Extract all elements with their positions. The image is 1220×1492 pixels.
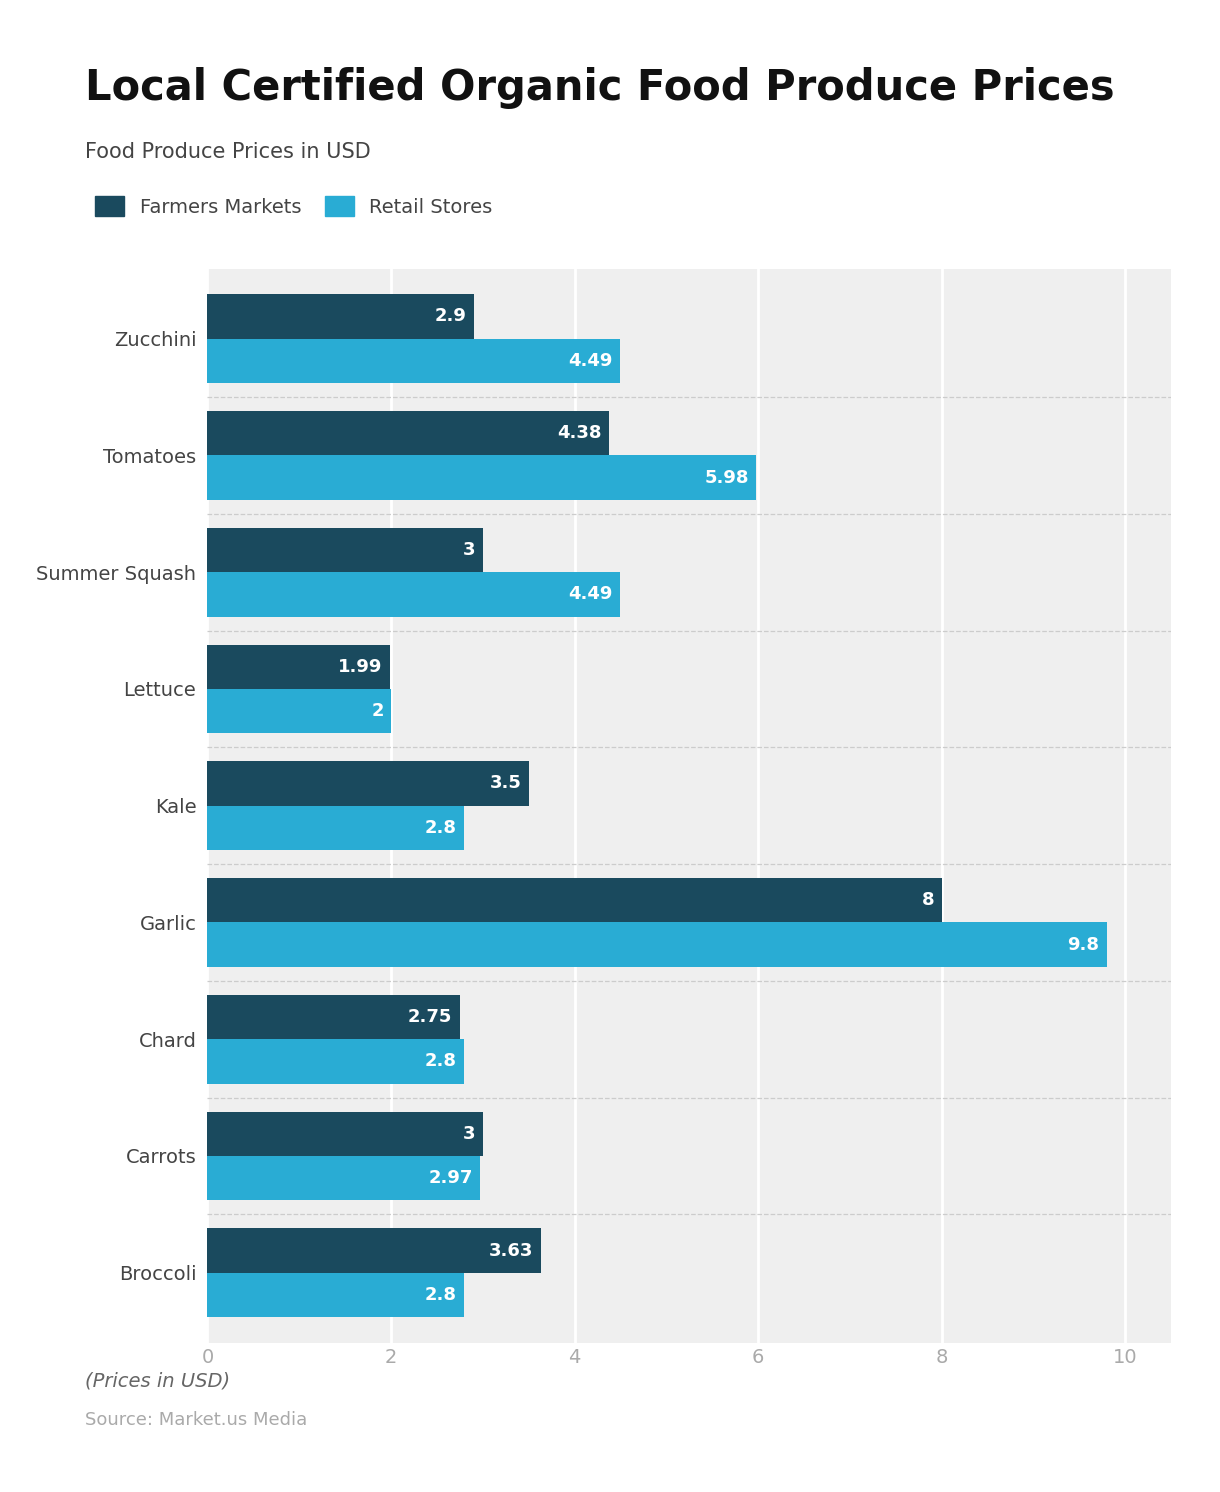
Text: 2.9: 2.9 bbox=[434, 307, 466, 325]
Bar bbox=[207, 294, 473, 339]
Bar bbox=[207, 339, 620, 383]
Text: 2.75: 2.75 bbox=[409, 1009, 453, 1026]
Bar bbox=[207, 571, 620, 616]
Text: Food Produce Prices in USD: Food Produce Prices in USD bbox=[85, 142, 371, 161]
Legend: Farmers Markets, Retail Stores: Farmers Markets, Retail Stores bbox=[95, 197, 493, 216]
Bar bbox=[207, 1112, 483, 1156]
Bar bbox=[207, 879, 942, 922]
Text: Local Certified Organic Food Produce Prices: Local Certified Organic Food Produce Pri… bbox=[85, 67, 1115, 109]
Bar bbox=[207, 689, 390, 733]
Text: 2.8: 2.8 bbox=[425, 1052, 458, 1070]
Text: 4.38: 4.38 bbox=[558, 424, 603, 442]
Text: 2.8: 2.8 bbox=[425, 1286, 458, 1304]
Text: 3.63: 3.63 bbox=[489, 1241, 533, 1259]
Bar bbox=[207, 1040, 465, 1083]
Bar bbox=[207, 1273, 465, 1317]
Text: 1.99: 1.99 bbox=[338, 658, 383, 676]
Text: 8: 8 bbox=[922, 891, 935, 909]
Bar bbox=[207, 761, 528, 806]
Bar bbox=[207, 455, 756, 500]
Text: (Prices in USD): (Prices in USD) bbox=[85, 1371, 231, 1391]
Text: 2.8: 2.8 bbox=[425, 819, 458, 837]
Bar bbox=[207, 806, 465, 850]
Text: Source: Market.us Media: Source: Market.us Media bbox=[85, 1411, 307, 1429]
Text: 2.97: 2.97 bbox=[428, 1170, 472, 1188]
Bar bbox=[207, 645, 390, 689]
Text: 3.5: 3.5 bbox=[489, 774, 521, 792]
Text: 4.49: 4.49 bbox=[567, 585, 612, 603]
Text: 9.8: 9.8 bbox=[1068, 935, 1099, 953]
Bar bbox=[207, 1156, 479, 1201]
Bar bbox=[207, 922, 1107, 967]
Bar bbox=[207, 1228, 540, 1273]
Text: 3: 3 bbox=[462, 1125, 476, 1143]
Bar bbox=[207, 995, 460, 1040]
Bar bbox=[207, 410, 610, 455]
Text: 2: 2 bbox=[371, 703, 383, 721]
Bar bbox=[207, 528, 483, 571]
Text: 4.49: 4.49 bbox=[567, 352, 612, 370]
Text: 3: 3 bbox=[462, 542, 476, 560]
Text: 5.98: 5.98 bbox=[704, 468, 749, 486]
